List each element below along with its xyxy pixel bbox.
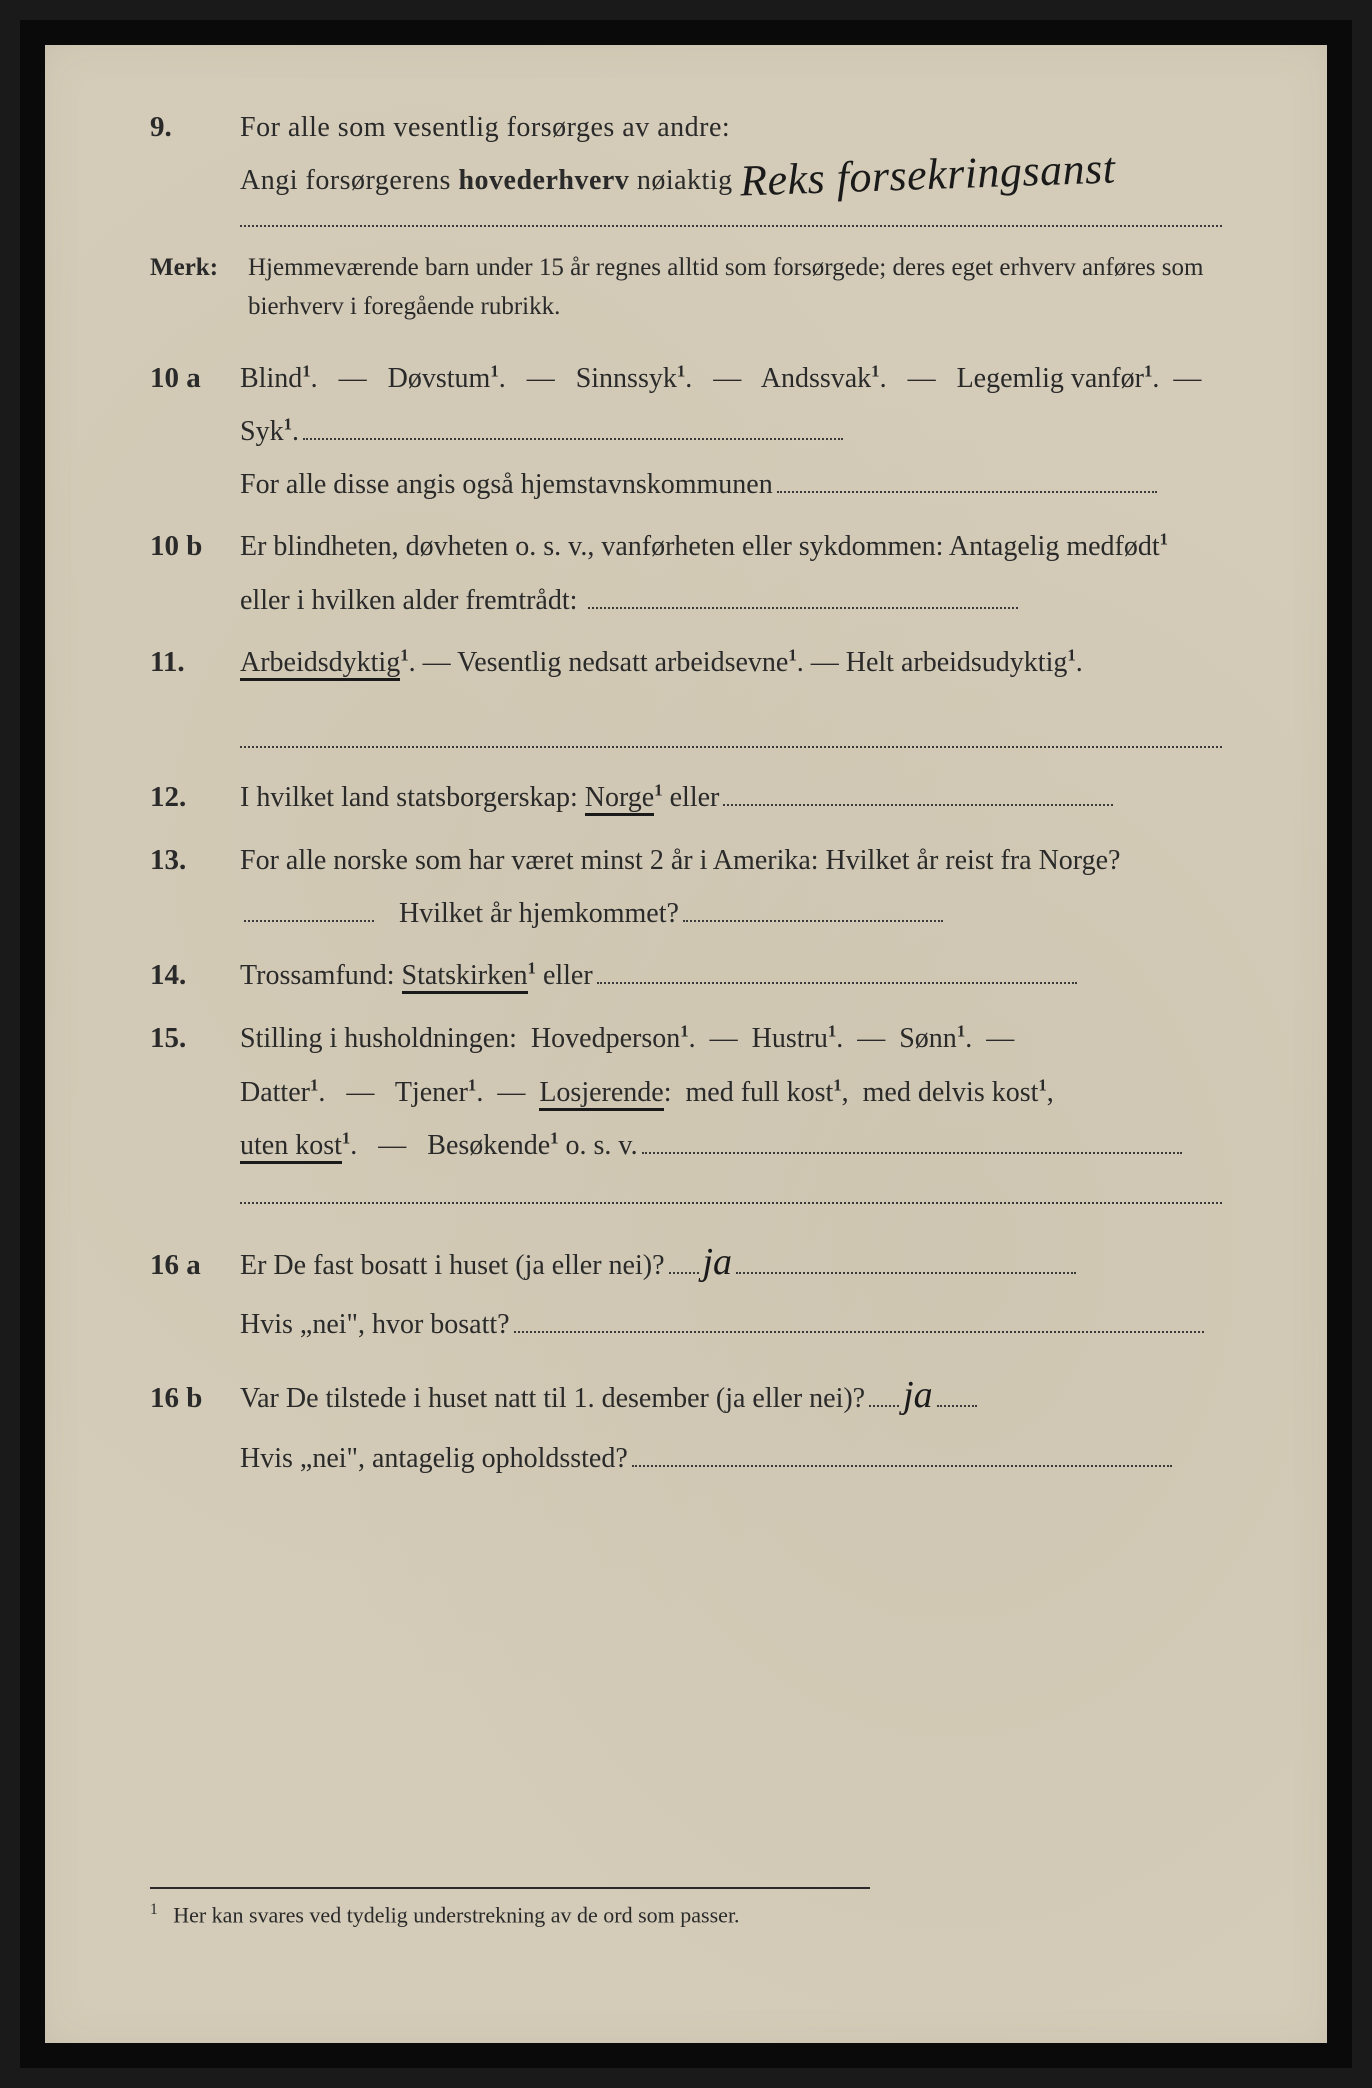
question-12: 12. I hvilket land statsborgerskap: Norg… <box>150 770 1222 825</box>
separator-line <box>240 1202 1222 1204</box>
q15-opt3: Sønn <box>899 1023 957 1054</box>
content-area: 9. For alle som vesentlig forsørges av a… <box>110 80 1262 1513</box>
q16b-handwritten-answer: ja <box>903 1359 933 1431</box>
q15-opt1: Hovedperson <box>531 1023 680 1054</box>
q10a-line2: For alle disse angis også hjemstavnskomm… <box>240 469 773 500</box>
q11-opt3: Helt arbeidsudyktig <box>846 647 1068 678</box>
q15-opt7-underlined: uten kost <box>240 1130 342 1164</box>
q10a-opt1: Blind <box>240 363 302 394</box>
q10b-text1: Er blindheten, døvheten o. s. v., vanfør… <box>240 531 1160 562</box>
q10a-opt4: Andssvak <box>761 363 871 394</box>
question-10a: 10 a Blind1. — Døvstum1. — Sinnssyk1. — … <box>150 351 1222 512</box>
question-13: 13. For alle norske som har været minst … <box>150 833 1222 940</box>
q9-number: 9. <box>150 100 220 155</box>
footnote-number: 1 <box>150 1901 158 1918</box>
merk-text: Hjemmeværende barn under 15 år regnes al… <box>248 249 1222 327</box>
q15-text1: Stilling i husholdningen: <box>240 1023 517 1054</box>
separator-line <box>240 225 1222 227</box>
q10b-body: Er blindheten, døvheten o. s. v., vanfør… <box>240 520 1222 626</box>
q15-opt8: Besøkende <box>427 1130 550 1161</box>
q14-text1: Trossamfund: <box>240 960 395 991</box>
q16b-text1: Var De tilstede i huset natt til 1. dese… <box>240 1383 865 1414</box>
q14-body: Trossamfund: Statskirken1 eller <box>240 949 1222 1002</box>
question-16b: 16 b Var De tilstede i huset natt til 1.… <box>150 1359 1222 1484</box>
footnote-text: Her kan svares ved tydelig understreknin… <box>173 1902 739 1927</box>
q13-number: 13. <box>150 833 220 888</box>
q15-number: 15. <box>150 1011 220 1066</box>
q15-text4: o. s. v. <box>566 1130 638 1161</box>
q11-opt1-underlined: Arbeidsdyktig <box>240 647 400 681</box>
q9-line2a: Angi forsørgerens <box>240 165 451 196</box>
q12-body: I hvilket land statsborgerskap: Norge1 e… <box>240 771 1222 824</box>
q11-number: 11. <box>150 635 220 690</box>
q11-opt2: Vesentlig nedsatt arbeidsevne <box>457 647 788 678</box>
q13-text1: For alle norske som har været minst 2 år… <box>240 845 1120 876</box>
q13-body: For alle norske som har været minst 2 år… <box>240 834 1222 940</box>
document-page: 9. For alle som vesentlig forsørges av a… <box>20 20 1352 2068</box>
q16b-text2: Hvis „nei", antagelig opholdssted? <box>240 1443 628 1474</box>
q14-number: 14. <box>150 948 220 1003</box>
q15-text3: med delvis kost <box>863 1077 1039 1108</box>
merk-label: Merk: <box>150 249 230 327</box>
q10a-opt3: Sinnssyk <box>576 363 677 394</box>
q12-text2: eller <box>670 782 720 813</box>
q15-opt4: Datter <box>240 1077 310 1108</box>
q16a-handwritten-answer: ja <box>703 1226 733 1298</box>
q14-opt1-underlined: Statskirken <box>402 960 528 994</box>
q10a-opt6: Syk <box>240 416 284 447</box>
q9-handwritten-answer: Reks forsekringsanst <box>740 151 1116 199</box>
question-10b: 10 b Er blindheten, døvheten o. s. v., v… <box>150 519 1222 626</box>
q15-opt2: Hustru <box>752 1023 828 1054</box>
q12-opt1-underlined: Norge <box>585 782 654 816</box>
q10a-number: 10 a <box>150 351 220 406</box>
separator-line <box>240 746 1222 748</box>
q10b-text2: eller i hvilken alder fremtrådt: <box>240 585 577 616</box>
question-15: 15. Stilling i husholdningen: Hovedperso… <box>150 1011 1222 1172</box>
question-16a: 16 a Er De fast bosatt i huset (ja eller… <box>150 1226 1222 1351</box>
q11-body: Arbeidsdyktig1. — Vesentlig nedsatt arbe… <box>240 636 1222 689</box>
q12-number: 12. <box>150 770 220 825</box>
q16a-body: Er De fast bosatt i huset (ja eller nei)… <box>240 1226 1222 1351</box>
footnote: 1 Her kan svares ved tydelig understrekn… <box>150 1887 870 1928</box>
merk-note: Merk: Hjemmeværende barn under 15 år reg… <box>150 249 1222 327</box>
q15-opt6-underlined: Losjerende <box>539 1077 663 1111</box>
q9-line2b: hovederhverv <box>458 165 629 196</box>
q15-text2: med full kost <box>685 1077 833 1108</box>
question-9: 9. For alle som vesentlig forsørges av a… <box>150 100 1222 207</box>
q16a-text1: Er De fast bosatt i huset (ja eller nei)… <box>240 1250 665 1281</box>
q12-text1: I hvilket land statsborgerskap: <box>240 782 578 813</box>
q9-line2c: nøiaktig <box>637 165 733 196</box>
q9-line1: For alle som vesentlig forsørges av andr… <box>240 112 730 143</box>
q10a-opt2: Døvstum <box>388 363 491 394</box>
q10b-number: 10 b <box>150 519 220 574</box>
q10a-body: Blind1. — Døvstum1. — Sinnssyk1. — Andss… <box>240 352 1222 512</box>
q14-text2: eller <box>543 960 593 991</box>
question-14: 14. Trossamfund: Statskirken1 eller <box>150 948 1222 1003</box>
question-11: 11. Arbeidsdyktig1. — Vesentlig nedsatt … <box>150 635 1222 690</box>
q16a-number: 16 a <box>150 1238 220 1293</box>
q13-text2: Hvilket år hjemkommet? <box>399 898 679 929</box>
q10a-opt5: Legemlig vanfør <box>957 363 1144 394</box>
q9-body: For alle som vesentlig forsørges av andr… <box>240 101 1222 207</box>
q16a-text2: Hvis „nei", hvor bosatt? <box>240 1309 510 1340</box>
q15-opt5: Tjener <box>395 1077 468 1108</box>
q15-body: Stilling i husholdningen: Hovedperson1. … <box>240 1012 1222 1172</box>
q16b-body: Var De tilstede i huset natt til 1. dese… <box>240 1359 1222 1484</box>
q16b-number: 16 b <box>150 1371 220 1426</box>
